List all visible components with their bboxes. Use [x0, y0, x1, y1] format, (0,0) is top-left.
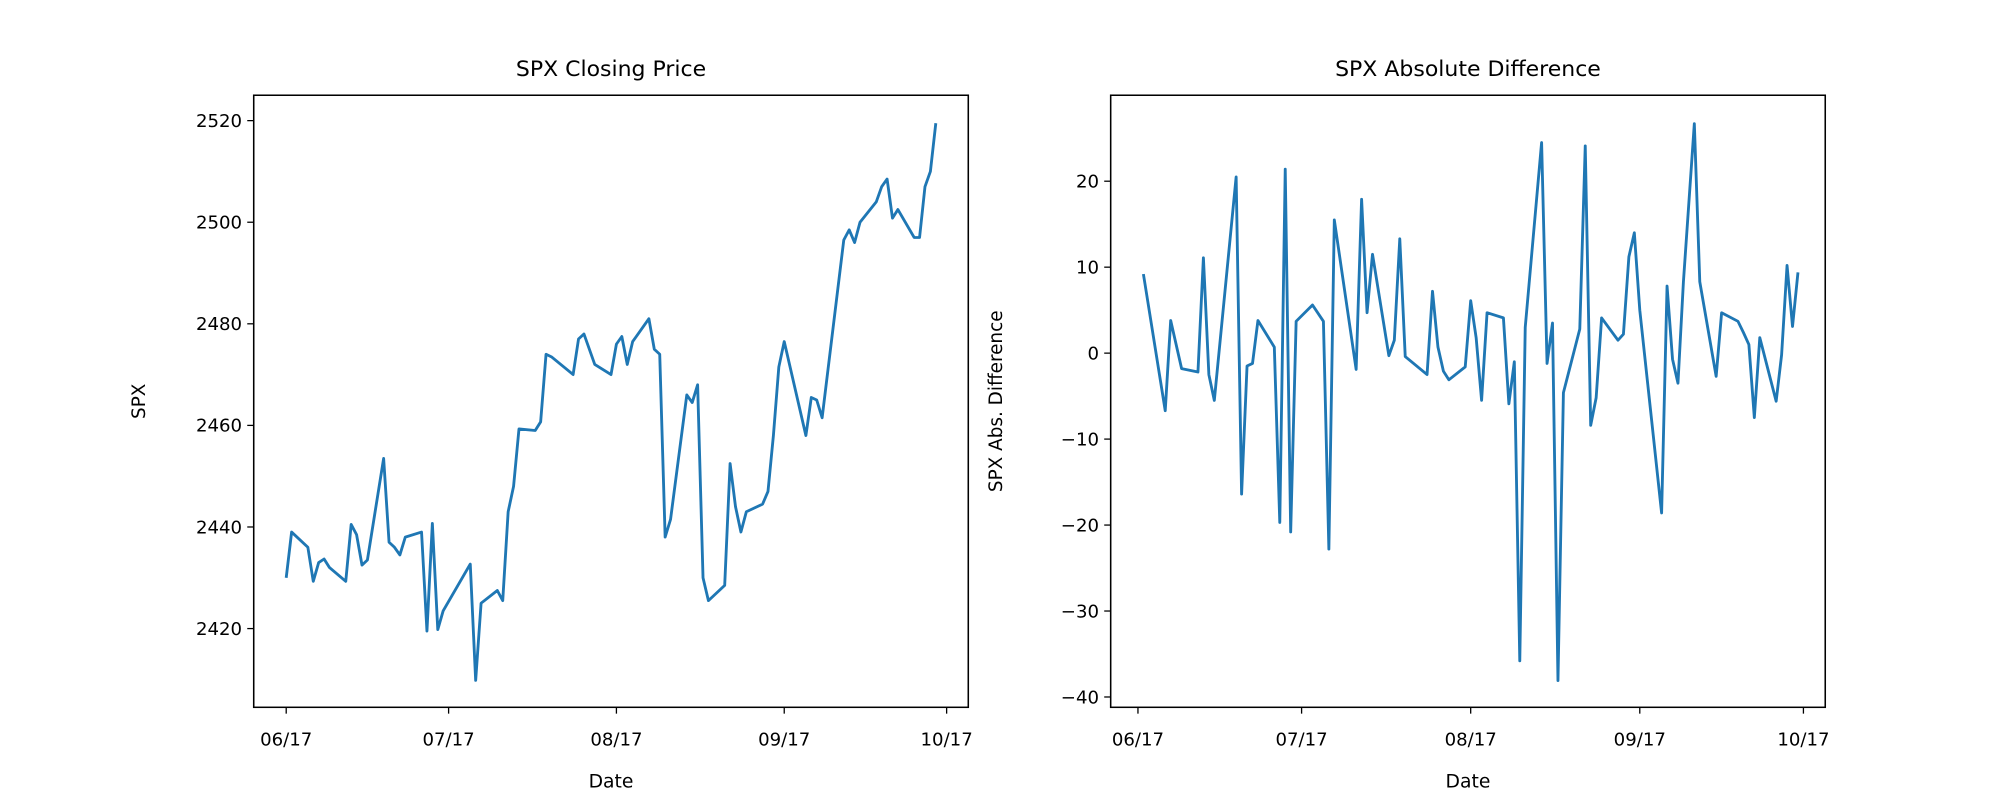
x-tick-label: 07/17: [1275, 730, 1327, 751]
y-axis-label: SPX: [129, 383, 150, 419]
data-line: [1141, 122, 1800, 683]
x-tick-label: 10/17: [1777, 730, 1829, 751]
y-tick-label: −10: [1061, 430, 1099, 451]
y-tick-label: 2500: [196, 213, 242, 234]
y-tick-label: 2420: [196, 619, 242, 640]
y-tick-label: 0: [1087, 344, 1099, 365]
x-tick-label: 09/17: [1614, 730, 1666, 751]
x-tick-label: 08/17: [1445, 730, 1497, 751]
x-axis-label: Date: [589, 771, 634, 792]
y-tick-label: 20: [1076, 172, 1099, 193]
data-line: [284, 123, 938, 682]
y-tick-label: 2440: [196, 517, 242, 538]
y-tick-label: −40: [1061, 687, 1099, 708]
chart-title: SPX Closing Price: [516, 57, 706, 82]
plot-frame: [1109, 94, 1827, 709]
y-axis-label: SPX Abs. Difference: [986, 310, 1007, 492]
y-tick-label: −30: [1061, 602, 1099, 623]
x-axis-label: Date: [1446, 771, 1491, 792]
y-tick-label: 10: [1076, 258, 1099, 279]
y-tick-label: 2520: [196, 111, 242, 132]
x-tick-label: 06/17: [260, 730, 312, 751]
x-tick-label: 08/17: [590, 730, 642, 751]
chart-title: SPX Absolute Difference: [1335, 57, 1601, 82]
y-tick-label: 2480: [196, 314, 242, 335]
plot-frame: [252, 94, 970, 709]
x-tick-label: 07/17: [423, 730, 475, 751]
x-tick-label: 10/17: [921, 730, 973, 751]
x-tick-label: 09/17: [758, 730, 810, 751]
y-tick-label: −20: [1061, 516, 1099, 537]
y-tick-label: 2460: [196, 416, 242, 437]
x-tick-label: 06/17: [1112, 730, 1164, 751]
